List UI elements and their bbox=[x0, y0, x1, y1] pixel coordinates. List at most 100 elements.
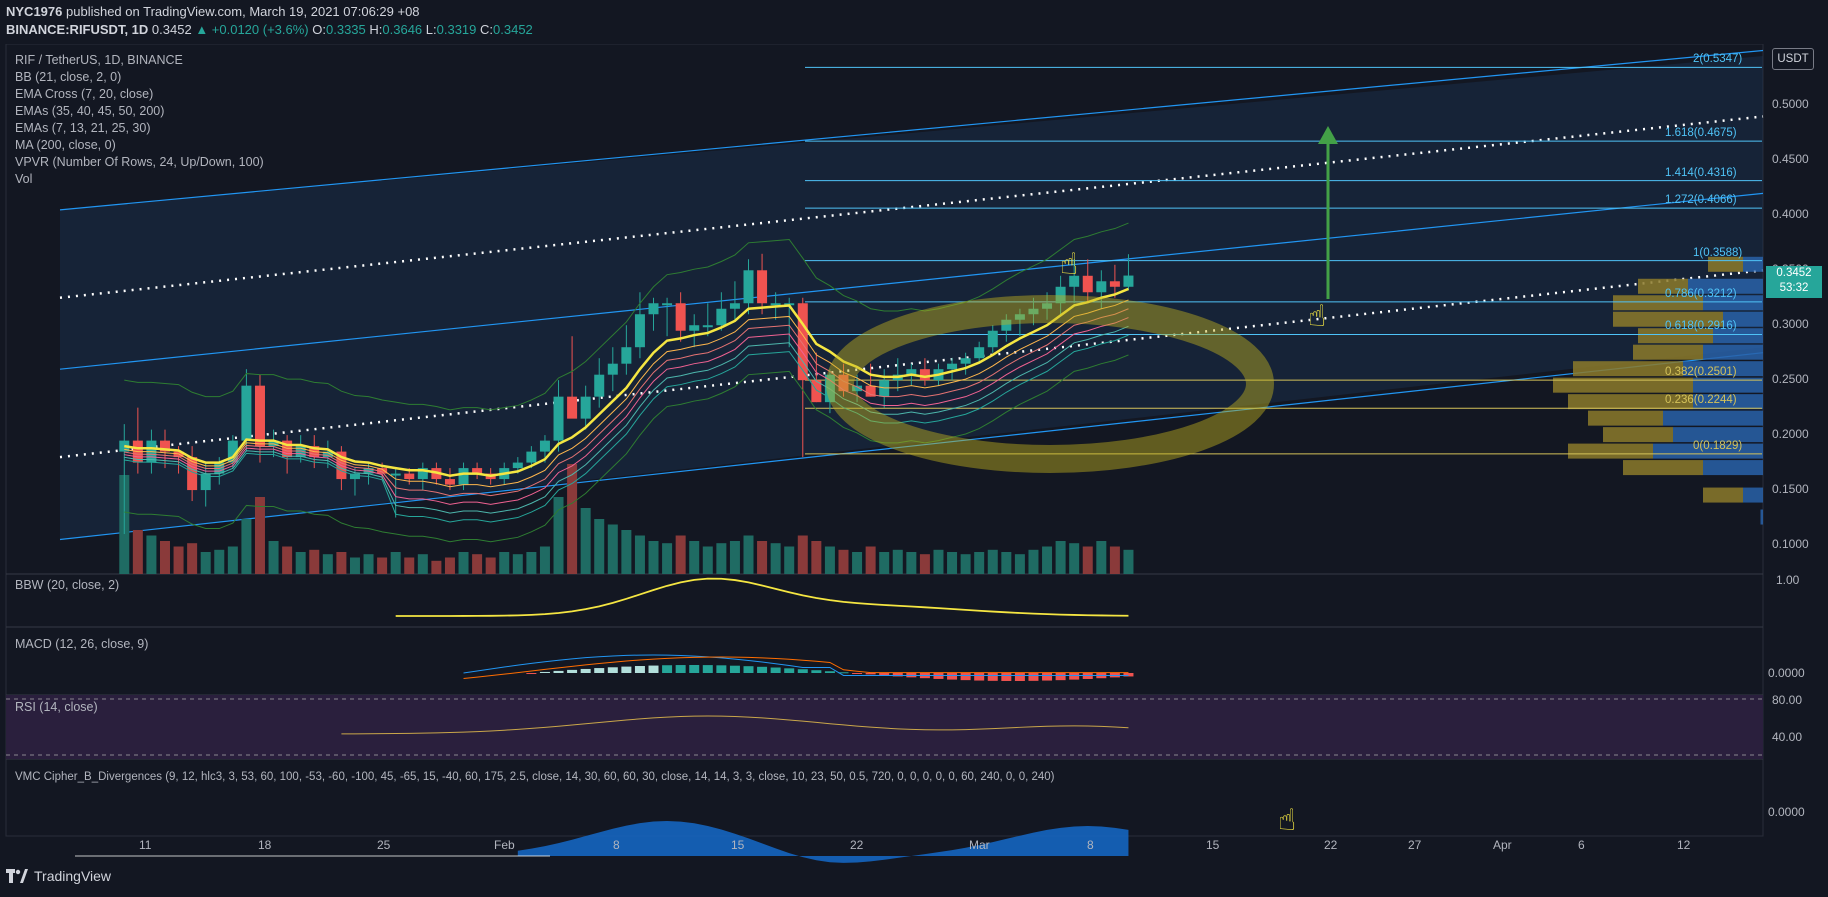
candle-body bbox=[811, 380, 822, 403]
legend-emas-long[interactable]: EMAs (35, 40, 45, 50, 200) bbox=[15, 104, 165, 118]
volume-bar bbox=[1028, 549, 1039, 574]
candle bbox=[417, 462, 428, 491]
volume-bar bbox=[824, 546, 835, 574]
volume-bar bbox=[200, 552, 211, 574]
candle-body bbox=[1096, 281, 1107, 293]
tradingview-logo-icon bbox=[6, 869, 28, 883]
macd-histogram-bar bbox=[553, 670, 564, 673]
candle-body bbox=[458, 468, 469, 485]
price-axis-tick: 0.2500 bbox=[1772, 372, 1809, 387]
candle-body bbox=[417, 468, 428, 480]
author-name[interactable]: NYC1976 bbox=[6, 4, 63, 19]
volume-bar bbox=[1055, 541, 1066, 574]
macd-histogram-bar bbox=[729, 665, 740, 673]
time-axis-tick: Apr bbox=[1493, 838, 1512, 852]
macd-histogram-bar bbox=[933, 673, 944, 679]
candle-body bbox=[852, 385, 863, 392]
macd-histogram-bar bbox=[743, 666, 754, 673]
macd-histogram-bar bbox=[974, 673, 985, 681]
candle-body bbox=[607, 363, 618, 375]
volume-bar bbox=[974, 552, 985, 574]
vpvr-up-bar bbox=[1673, 427, 1763, 443]
rsi-label[interactable]: RSI (14, close) bbox=[15, 700, 98, 714]
macd-histogram-bar bbox=[607, 667, 618, 673]
candle-body bbox=[512, 462, 523, 469]
candle bbox=[662, 297, 673, 337]
time-axis-tick: 15 bbox=[731, 838, 745, 852]
candle-body bbox=[187, 457, 198, 491]
legend-vpvr[interactable]: VPVR (Number Of Rows, 24, Up/Down, 100) bbox=[15, 155, 264, 169]
pointing-hand-icon: ☝ bbox=[1060, 247, 1078, 282]
legend-ma[interactable]: MA (200, close, 0) bbox=[15, 138, 116, 152]
candle-body bbox=[716, 308, 727, 326]
rsi-band bbox=[6, 695, 1763, 759]
chart-canvas[interactable]: ☝ ☝ ☝ bbox=[0, 44, 1828, 897]
candle bbox=[1096, 270, 1107, 309]
candle bbox=[1014, 308, 1025, 337]
high-label: H: bbox=[369, 22, 383, 37]
macd-histogram-bar bbox=[689, 665, 700, 673]
volume-bar bbox=[539, 546, 550, 574]
vpvr-down-bar bbox=[1613, 311, 1723, 327]
volume-bar bbox=[729, 541, 740, 574]
candle-body bbox=[526, 451, 537, 463]
candle bbox=[282, 435, 293, 474]
volume-bar bbox=[173, 546, 184, 574]
legend-emas-short[interactable]: EMAs (7, 13, 21, 25, 30) bbox=[15, 121, 151, 135]
candle bbox=[1028, 297, 1039, 326]
time-axis-tick: 22 bbox=[1324, 838, 1338, 852]
volume-bar bbox=[472, 554, 483, 574]
candle-body bbox=[770, 303, 781, 306]
candle-body bbox=[662, 303, 673, 306]
vpvr-up-bar bbox=[1703, 344, 1763, 360]
candle bbox=[838, 363, 849, 397]
tradingview-brand[interactable]: TradingView bbox=[6, 868, 111, 884]
volume-bar bbox=[675, 535, 686, 574]
vpvr-up-bar bbox=[1653, 443, 1763, 459]
volume-bar bbox=[553, 497, 564, 574]
time-axis-tick: 8 bbox=[613, 838, 620, 852]
legend-bb[interactable]: BB (21, close, 2, 0) bbox=[15, 70, 122, 84]
bbw-line bbox=[395, 577, 1129, 617]
macd-histogram-bar bbox=[648, 665, 659, 673]
price-tag-countdown: 53:32 bbox=[1779, 282, 1809, 294]
vpvr-up-bar bbox=[1693, 377, 1763, 393]
candle-body bbox=[1028, 308, 1039, 315]
time-axis-tick: 8 bbox=[1087, 838, 1094, 852]
volume-bar bbox=[1123, 549, 1134, 574]
symbol-info: BINANCE:RIFUSDT, 1D 0.3452 ▲ +0.0120 (+3… bbox=[6, 22, 533, 37]
volume-bar bbox=[919, 554, 930, 574]
currency-unit[interactable]: USDT bbox=[1772, 48, 1814, 70]
candle bbox=[268, 429, 279, 458]
candle-body bbox=[743, 270, 754, 304]
vpvr-up-bar bbox=[1760, 509, 1763, 525]
macd-histogram-bar bbox=[1123, 673, 1134, 677]
macd-histogram-bar bbox=[879, 673, 890, 676]
candle-body bbox=[1001, 319, 1012, 331]
candle-body bbox=[797, 303, 808, 381]
legend-ema-cross[interactable]: EMA Cross (7, 20, close) bbox=[15, 87, 154, 101]
legend-symbol[interactable]: RIF / TetherUS, 1D, BINANCE bbox=[15, 53, 183, 67]
macd-label[interactable]: MACD (12, 26, close, 9) bbox=[15, 637, 149, 651]
candle bbox=[567, 336, 578, 419]
legend-vol[interactable]: Vol bbox=[15, 172, 33, 186]
close-label: C: bbox=[480, 22, 494, 37]
volume-bar bbox=[146, 535, 157, 574]
time-axis-tick: 6 bbox=[1578, 838, 1585, 852]
macd-histogram-bar bbox=[634, 666, 645, 673]
rsi-axis-tick-40: 40.00 bbox=[1772, 730, 1803, 744]
volume-bar bbox=[567, 464, 578, 574]
macd-histogram-bar bbox=[757, 666, 768, 673]
volume-bar bbox=[336, 552, 347, 574]
volume-bar bbox=[607, 524, 618, 574]
candle bbox=[716, 292, 727, 331]
candle-body bbox=[1082, 275, 1093, 293]
volume-bar bbox=[1069, 543, 1080, 574]
volume-bar bbox=[879, 552, 890, 574]
volume-bar bbox=[580, 508, 591, 574]
candle bbox=[553, 380, 564, 452]
vmc-label[interactable]: VMC Cipher_B_Divergences (9, 12, hlc3, 3… bbox=[15, 771, 1055, 783]
bbw-label[interactable]: BBW (20, close, 2) bbox=[15, 578, 120, 592]
symbol-name[interactable]: BINANCE:RIFUSDT, 1D bbox=[6, 22, 149, 37]
macd-histogram-bar bbox=[1014, 673, 1025, 681]
